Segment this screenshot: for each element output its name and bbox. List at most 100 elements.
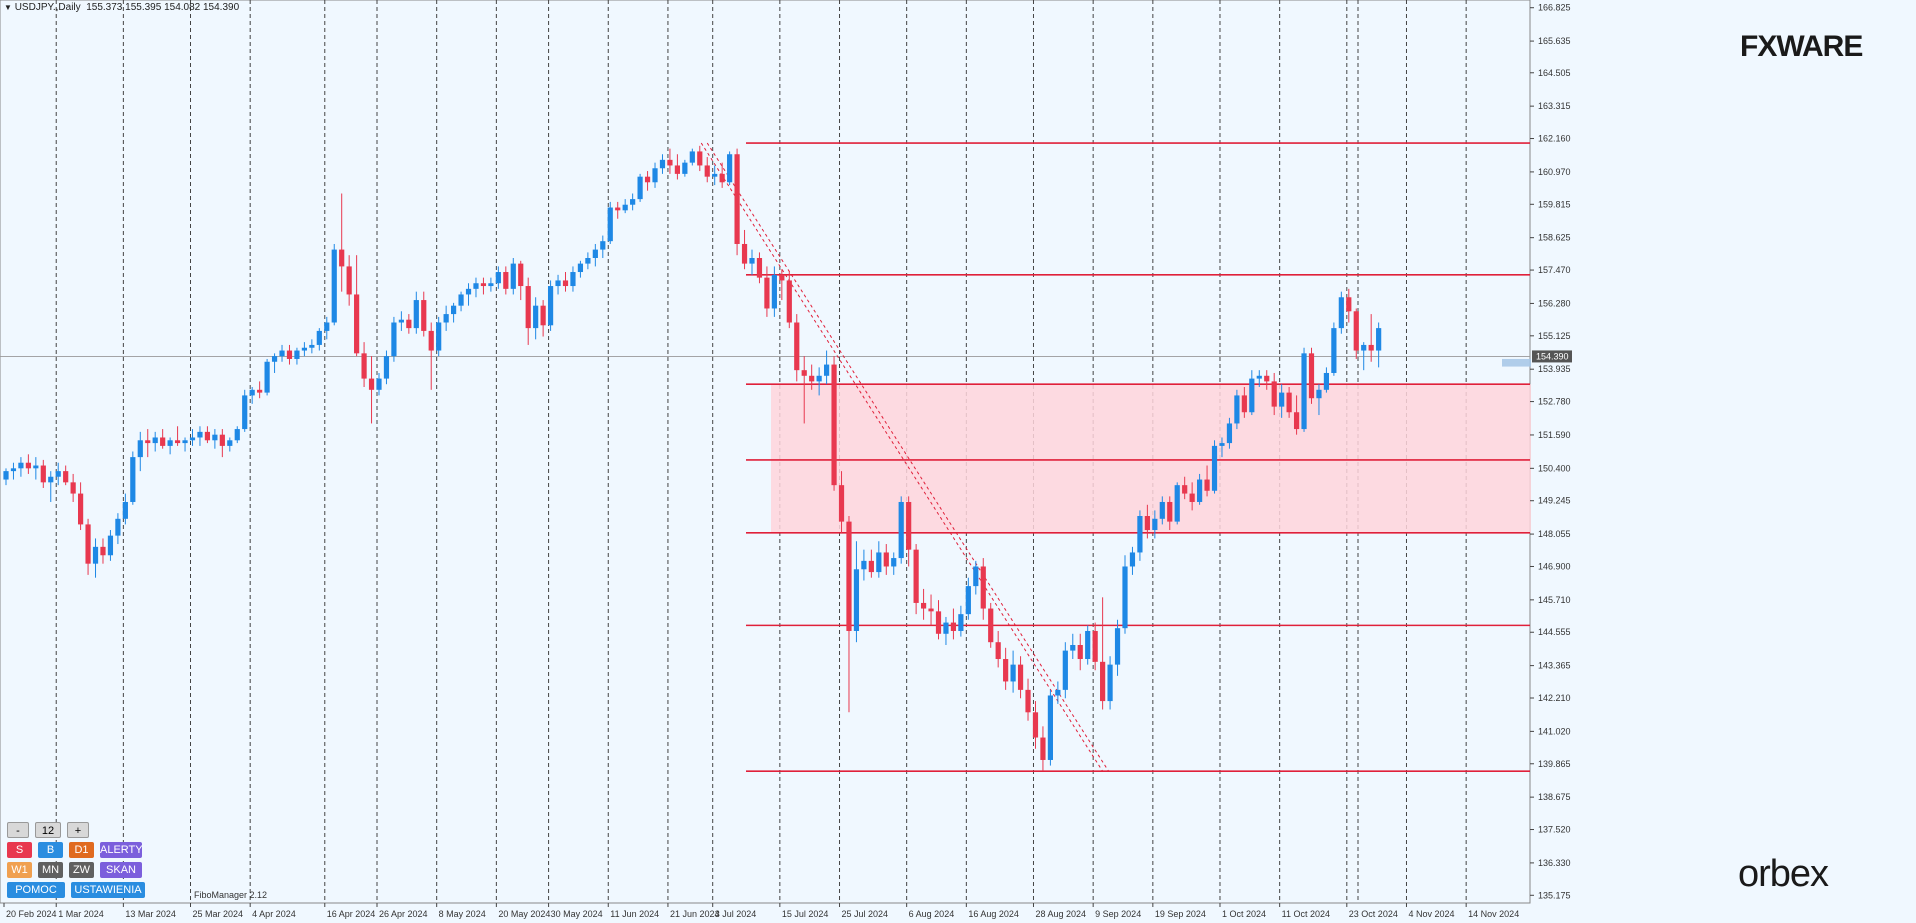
candle-body (25, 462, 31, 469)
candle-body (1361, 344, 1367, 351)
time-axis (0, 904, 1916, 923)
candle-body (1047, 695, 1053, 760)
candle-body (809, 375, 815, 382)
x-tick-label: 11 Oct 2024 (1282, 909, 1330, 919)
zoom-in-button[interactable]: + (67, 822, 89, 838)
buy-button[interactable]: B (38, 842, 63, 858)
candle-body (1010, 664, 1016, 682)
candle-body (70, 482, 76, 494)
candle-body (122, 501, 128, 519)
x-tick-label: 19 Sep 2024 (1155, 909, 1206, 919)
price-axis (1531, 0, 1916, 923)
timeframe-mn-button[interactable]: MN (38, 862, 63, 878)
candle-body (1152, 518, 1158, 531)
candle-body (1256, 375, 1262, 379)
x-tick-label: 16 Apr 2024 (327, 909, 376, 919)
candle-body (943, 622, 949, 634)
orbex-logo: orbex (1738, 853, 1829, 896)
candle-body (279, 350, 285, 357)
candle-body (10, 468, 17, 472)
candle-body (913, 549, 919, 603)
candle-body (577, 263, 584, 273)
candle-body (1137, 516, 1143, 553)
candle-body (540, 305, 546, 326)
y-tick-label: 144.555 (1538, 627, 1571, 637)
x-tick-label: 1 Oct 2024 (1222, 909, 1266, 919)
candle-body (637, 176, 643, 200)
candle-body (398, 319, 404, 323)
settings-button[interactable]: USTAWIENIA (71, 882, 145, 898)
x-tick-label: 26 Apr 2024 (379, 909, 428, 919)
candle-body (152, 437, 158, 444)
sell-button[interactable]: S (7, 842, 32, 858)
y-tick-label: 165.635 (1538, 36, 1571, 46)
candle-body (294, 350, 300, 359)
alerts-button[interactable]: ALERTY (100, 842, 143, 858)
candle-body (1092, 630, 1098, 662)
candle-body (219, 434, 225, 446)
candle-body (861, 560, 867, 570)
candle-body (354, 294, 360, 354)
candle-body (1122, 566, 1128, 629)
candle-body (1025, 689, 1031, 713)
candle-body (421, 300, 427, 331)
candle-body (376, 378, 382, 390)
candle-body (160, 437, 166, 446)
dropdown-triangle-icon[interactable]: ▼ (4, 3, 12, 12)
candle-body (1167, 501, 1173, 522)
candle-body (63, 471, 69, 483)
y-tick-label: 153.935 (1538, 364, 1571, 374)
fxware-logo-text: FXWARE (1740, 30, 1863, 63)
candle-body (816, 375, 822, 382)
candle-body (764, 277, 770, 309)
candle-body (771, 274, 777, 309)
x-tick-label: 13 Mar 2024 (125, 909, 176, 919)
period-value[interactable]: 12 (35, 822, 61, 838)
candle-body (682, 162, 688, 174)
candle-body (383, 356, 390, 379)
candle-body (182, 440, 188, 444)
candle-body (533, 305, 539, 329)
candle-body (1241, 395, 1247, 413)
candle-body (1085, 630, 1091, 660)
timeframe-w1-button[interactable]: W1 (7, 862, 32, 878)
candle-body (741, 243, 748, 264)
candle-body (100, 546, 106, 556)
candle-body (891, 558, 897, 567)
x-tick-label: 28 Aug 2024 (1035, 909, 1086, 919)
candle-body (950, 622, 957, 631)
x-tick-label: 25 Jul 2024 (842, 909, 889, 919)
candle-body (1107, 664, 1113, 702)
x-tick-label: 15 Jul 2024 (782, 909, 829, 919)
candle-body (824, 364, 830, 376)
candle-body (749, 258, 755, 264)
y-tick-label: 150.400 (1538, 463, 1571, 473)
candle-body (264, 361, 270, 393)
x-tick-label: 9 Sep 2024 (1095, 909, 1141, 919)
candle-body (659, 159, 666, 169)
candle-body (1271, 381, 1277, 407)
candle-body (212, 434, 218, 441)
zw-button[interactable]: ZW (69, 862, 94, 878)
candle-body (301, 347, 307, 351)
candle-body (48, 476, 54, 483)
y-tick-label: 137.520 (1538, 825, 1571, 835)
candle-body (1323, 372, 1330, 390)
help-button[interactable]: POMOC (7, 882, 65, 898)
scan-button[interactable]: SKAN (100, 862, 142, 878)
x-tick-label: 21 Jun 2024 (670, 909, 720, 919)
x-tick-label: 3 Jul 2024 (715, 909, 757, 919)
y-tick-label: 160.970 (1538, 167, 1571, 177)
candle-body (92, 546, 99, 564)
candle-body (935, 611, 942, 634)
zoom-out-button[interactable]: - (7, 822, 29, 838)
candle-body (674, 165, 680, 174)
candle-body (622, 204, 628, 211)
y-tick-label: 156.280 (1538, 298, 1571, 308)
timeframe-d1-button[interactable]: D1 (69, 842, 94, 858)
candle-body (734, 154, 740, 244)
candle-body (562, 280, 569, 287)
candle-body (115, 518, 121, 536)
candle-body (756, 258, 763, 278)
